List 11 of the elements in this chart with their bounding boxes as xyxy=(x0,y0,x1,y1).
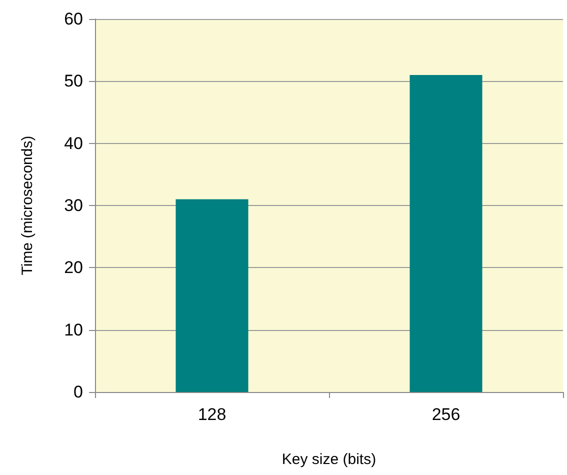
y-tick-label: 60 xyxy=(64,10,83,28)
y-tick-label: 40 xyxy=(64,134,83,153)
y-axis-title: Time (microseconds) xyxy=(19,136,36,276)
x-tick-label: 256 xyxy=(432,405,460,424)
y-tick-label: 50 xyxy=(64,72,83,91)
y-tick-label: 0 xyxy=(74,382,83,402)
y-tick-label: 20 xyxy=(64,258,83,278)
y-tick-label: 30 xyxy=(64,196,83,215)
x-tick-label: 128 xyxy=(198,405,226,424)
y-tick-label: 10 xyxy=(64,320,83,340)
x-axis-title: Key size (bits) xyxy=(282,451,376,468)
